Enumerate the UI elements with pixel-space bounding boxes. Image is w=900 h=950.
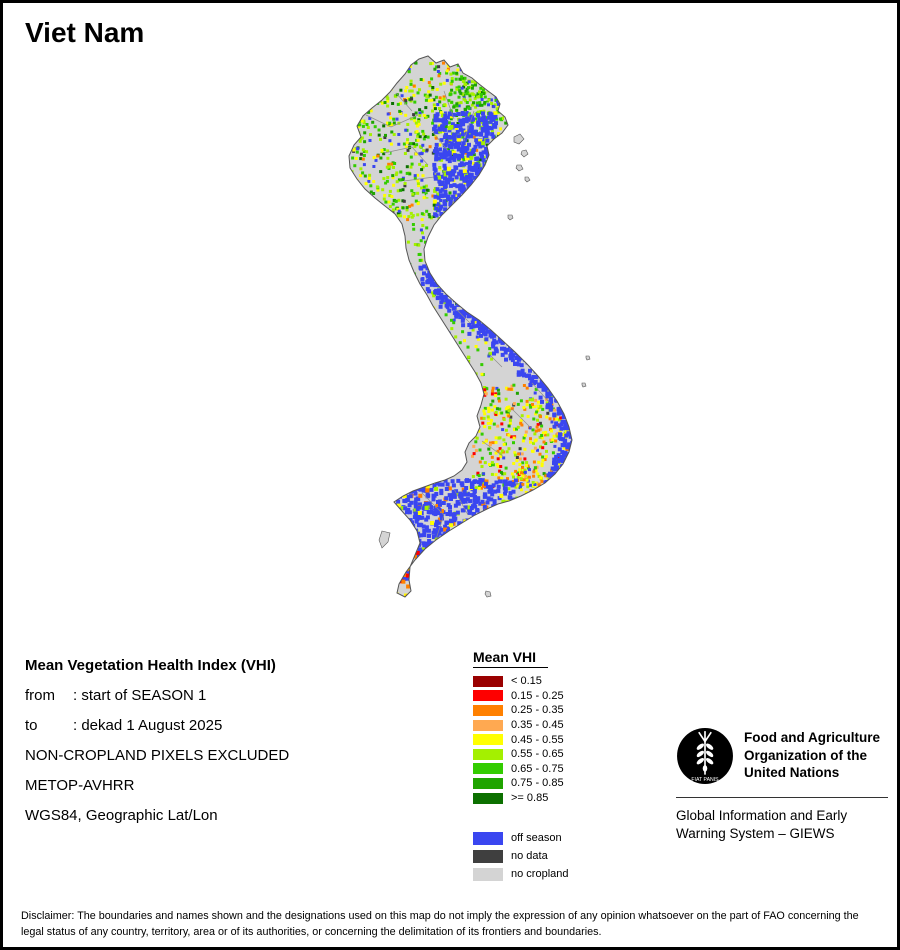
info-to-value: : dekad 1 August 2025 [73,717,223,734]
legend-swatch [473,690,503,702]
legend: Mean VHI < 0.15 0.15 - 0.25 0.25 - 0.35 0.3… [473,649,663,883]
giews-label: Global Information and Early Warning Sys… [676,808,848,842]
legend-items: < 0.15 0.15 - 0.25 0.25 - 0.35 0.35 - 0.45 0… [473,674,663,805]
legend-item: 0.65 - 0.75 [473,762,663,777]
legend-swatch [473,867,503,881]
legend-swatch [473,777,503,789]
legend-item: 0.15 - 0.25 [473,689,663,704]
legend-item: no data [473,847,663,865]
legend-item: 0.45 - 0.55 [473,732,663,747]
legend-label: 0.65 - 0.75 [511,762,564,775]
legend-item: 0.35 - 0.45 [473,718,663,733]
info-title: Mean Vegetation Health Index (VHI) [25,657,276,674]
legend-label: 0.75 - 0.85 [511,777,564,790]
legend-item: 0.25 - 0.35 [473,703,663,718]
legend-item: 0.55 - 0.65 [473,747,663,762]
fao-org-name: Food and Agriculture Organization of the… [744,730,880,781]
legend-label: 0.25 - 0.35 [511,704,564,717]
fao-row: FIAT PANIS Food and Agriculture Organiza… [676,727,888,785]
legend-label: 0.15 - 0.25 [511,689,564,702]
legend-label: < 0.15 [511,675,542,688]
legend-label: 0.35 - 0.45 [511,719,564,732]
fao-divider [676,797,888,798]
info-line-projection: WGS84, Geographic Lat/Lon [25,807,218,824]
legend-extra-items: off season no data no cropland [473,829,663,883]
vietnam-map-svg [348,55,591,598]
info-from-value: : start of SEASON 1 [73,687,207,704]
legend-swatch [473,763,503,775]
legend-swatch [473,748,503,760]
map-info: Mean Vegetation Health Index (VHI) from … [25,651,455,831]
legend-swatch [473,704,503,716]
legend-label: off season [511,832,562,845]
legend-swatch [473,849,503,863]
legend-swatch [473,792,503,804]
info-line-sensor: METOP-AVHRR [25,777,135,794]
info-from-label: from [25,687,55,704]
vietnam-map [336,53,651,613]
fao-block: FIAT PANIS Food and Agriculture Organiza… [676,727,888,843]
legend-label: no data [511,850,548,863]
legend-label: no cropland [511,868,569,881]
legend-swatch [473,734,503,746]
disclaimer-text: Disclaimer: The boundaries and names sho… [21,909,859,938]
page-title: Viet Nam [25,17,145,48]
legend-swatch [473,675,503,687]
legend-item: < 0.15 [473,674,663,689]
info-row-from: from : start of SEASON 1 [25,681,455,711]
legend-swatch [473,831,503,845]
legend-swatch [473,719,503,731]
legend-label: 0.45 - 0.55 [511,733,564,746]
legend-item: >= 0.85 [473,791,663,806]
legend-label: 0.55 - 0.65 [511,748,564,761]
legend-item: no cropland [473,865,663,883]
fao-logo-icon: FIAT PANIS [677,728,733,784]
info-to-label: to [25,717,38,734]
info-line-noncropland: NON-CROPLAND PIXELS EXCLUDED [25,747,290,764]
legend-title: Mean VHI [473,649,549,668]
legend-item: off season [473,829,663,847]
legend-label: >= 0.85 [511,792,549,805]
legend-item: 0.75 - 0.85 [473,776,663,791]
fao-logo-motto: FIAT PANIS [691,777,719,783]
info-row-to: to : dekad 1 August 2025 [25,711,455,741]
